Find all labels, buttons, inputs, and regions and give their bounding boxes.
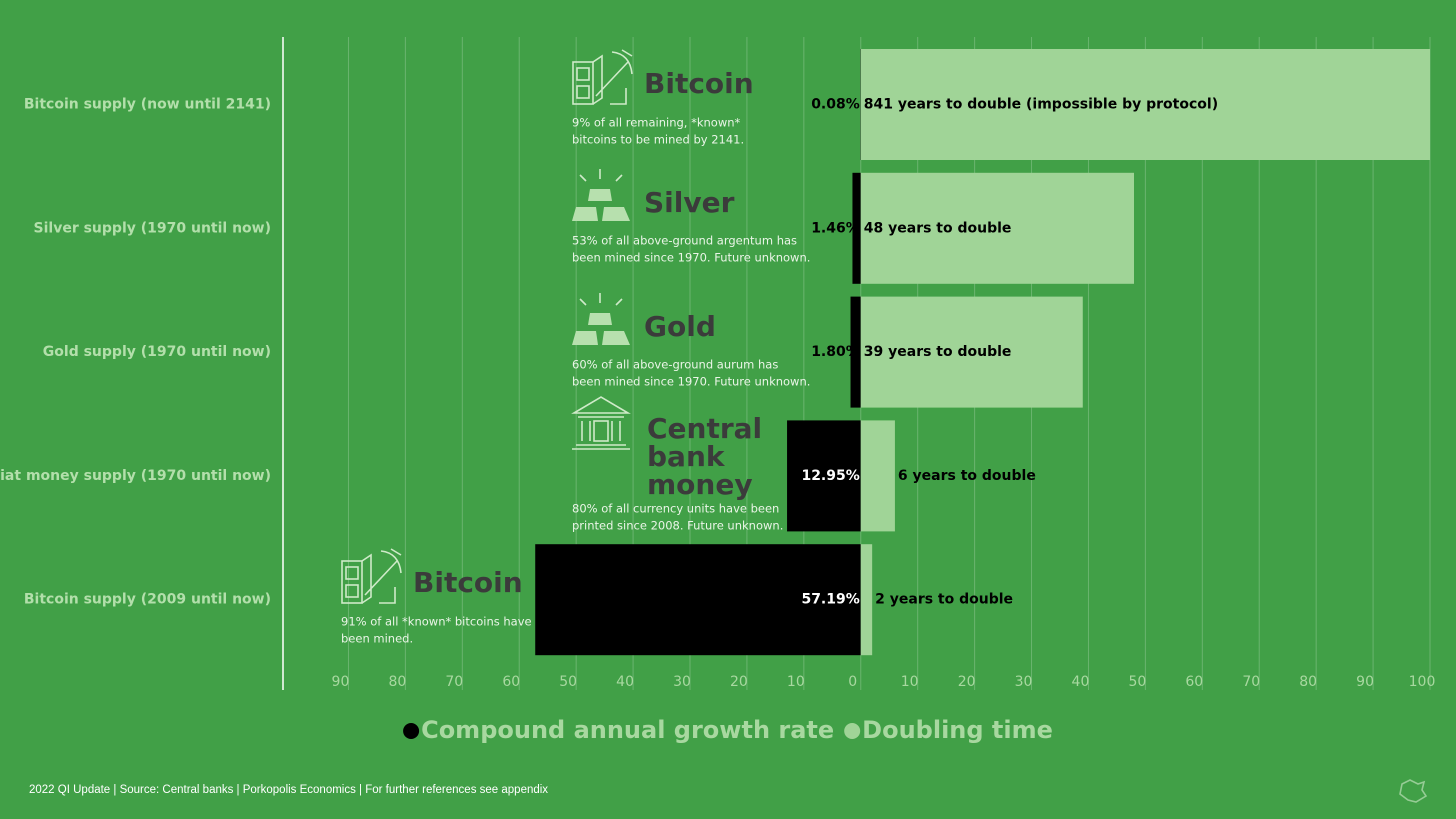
x-tick-label: 30	[673, 674, 691, 690]
bar	[852, 172, 861, 284]
annotation-title: money	[647, 468, 753, 501]
value-label: 1.46%	[811, 220, 860, 236]
icon-part	[592, 49, 633, 105]
annotation-text: 91% of all *known* bitcoins have	[341, 615, 532, 629]
x-tick-label: 80	[388, 674, 406, 690]
icon-part	[572, 313, 630, 345]
icon-part	[593, 420, 609, 442]
bar	[787, 420, 861, 532]
x-tick-label: 20	[730, 674, 748, 690]
annotation-title: bank	[647, 440, 726, 473]
x-tick-label: 90	[332, 674, 350, 690]
category-label: Bitcoin supply (now until 2141)	[24, 97, 271, 113]
annotation-title: Gold	[644, 310, 716, 343]
x-tick-label: 80	[1299, 674, 1317, 690]
annotation-text: 9% of all remaining, *known*	[572, 116, 741, 130]
bar	[850, 296, 861, 408]
x-tick-label: 60	[1185, 674, 1203, 690]
annotation-title: Bitcoin	[413, 566, 523, 599]
annotation-text: 53% of all above-ground argentum has	[572, 234, 797, 248]
x-tick-label: 30	[1015, 674, 1033, 690]
icon	[572, 169, 630, 221]
plot-area	[535, 49, 1430, 656]
annotation-text: bitcoins to be mined by 2141.	[572, 133, 744, 147]
bar	[535, 544, 861, 656]
icon-part	[572, 61, 594, 105]
annotation-title: Central	[647, 412, 762, 445]
x-tick-label: 20	[958, 674, 976, 690]
bar	[860, 544, 873, 656]
value-label: 48 years to double	[864, 220, 1012, 236]
legend-label: Compound annual growth rate	[421, 716, 834, 744]
icon	[571, 396, 631, 450]
x-tick-label: 50	[559, 674, 577, 690]
bar	[860, 172, 1134, 284]
icon-part	[345, 584, 359, 598]
annotation-text: been mined.	[341, 632, 413, 646]
annotation-text: been mined since 1970. Future unknown.	[572, 375, 810, 389]
x-tick-label: 40	[616, 674, 634, 690]
category-label: Gold supply (1970 until now)	[43, 344, 271, 360]
x-tick-label: 70	[445, 674, 463, 690]
x-tick-label: 100	[1409, 674, 1436, 690]
x-tick-label: 90	[1356, 674, 1374, 690]
footer: 2022 QI Update | Source: Central banks |…	[29, 784, 548, 796]
bar	[860, 420, 895, 532]
category-label: Silver supply (1970 until now)	[34, 220, 271, 236]
category-label: Bitcoin supply (2009 until now)	[24, 592, 271, 608]
bar	[860, 49, 1430, 160]
bar	[860, 296, 1083, 408]
annotation-text: 60% of all above-ground aurum has	[572, 358, 778, 372]
icon-part	[572, 189, 630, 221]
icon	[341, 548, 402, 604]
icon-part	[341, 560, 363, 604]
value-label: 2 years to double	[875, 592, 1013, 608]
icon-part	[579, 293, 623, 306]
value-label: 12.95%	[801, 468, 859, 484]
icon-part	[571, 396, 631, 450]
icon-part	[345, 566, 359, 580]
x-tick-label: 40	[1072, 674, 1090, 690]
icon-part	[361, 548, 402, 604]
legend-label: Doubling time	[862, 716, 1053, 744]
value-label: 39 years to double	[864, 344, 1012, 360]
annotation-text: printed since 2008. Future unknown.	[572, 519, 783, 533]
value-label: 6 years to double	[898, 468, 1036, 484]
x-tick-label: 10	[901, 674, 919, 690]
x-tick-label: 0	[848, 674, 857, 690]
x-tick-label: 60	[502, 674, 520, 690]
icon-part	[576, 85, 590, 99]
legend-marker	[844, 723, 861, 739]
annotation-text: been mined since 1970. Future unknown.	[572, 251, 810, 265]
icon	[572, 49, 633, 105]
legend-marker	[403, 723, 420, 739]
annotation-title: Bitcoin	[644, 67, 754, 100]
value-label: 57.19%	[801, 592, 859, 608]
logo	[1399, 779, 1428, 803]
icon-part	[576, 67, 590, 81]
x-tick-label: 70	[1242, 674, 1260, 690]
category-label: Fiat money supply (1970 until now)	[0, 468, 271, 484]
x-tick-label: 50	[1128, 674, 1146, 690]
icon	[572, 293, 630, 345]
annotation-text: 80% of all currency units have been	[572, 502, 779, 516]
value-label: 0.08%	[811, 97, 860, 113]
x-tick-label: 10	[787, 674, 805, 690]
value-label: 1.80%	[811, 344, 860, 360]
value-label: 841 years to double (impossible by proto…	[864, 97, 1218, 113]
annotation-title: Silver	[644, 186, 735, 219]
icon-part	[579, 169, 623, 182]
